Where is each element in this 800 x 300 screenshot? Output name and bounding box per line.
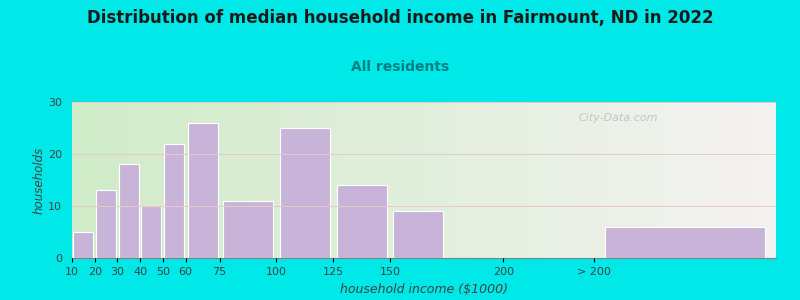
Bar bbox=[223, 201, 273, 258]
Bar bbox=[280, 128, 330, 258]
Bar bbox=[187, 123, 218, 258]
Text: City-Data.com: City-Data.com bbox=[579, 113, 658, 123]
Bar bbox=[337, 185, 386, 258]
X-axis label: household income ($1000): household income ($1000) bbox=[340, 283, 508, 296]
Y-axis label: households: households bbox=[32, 146, 46, 214]
Bar bbox=[164, 144, 184, 258]
Bar bbox=[142, 206, 162, 258]
Bar bbox=[96, 190, 116, 258]
Bar bbox=[606, 227, 765, 258]
Text: All residents: All residents bbox=[351, 60, 449, 74]
Text: Distribution of median household income in Fairmount, ND in 2022: Distribution of median household income … bbox=[86, 9, 714, 27]
Bar bbox=[394, 211, 443, 258]
Bar bbox=[118, 164, 138, 258]
Bar bbox=[74, 232, 94, 258]
